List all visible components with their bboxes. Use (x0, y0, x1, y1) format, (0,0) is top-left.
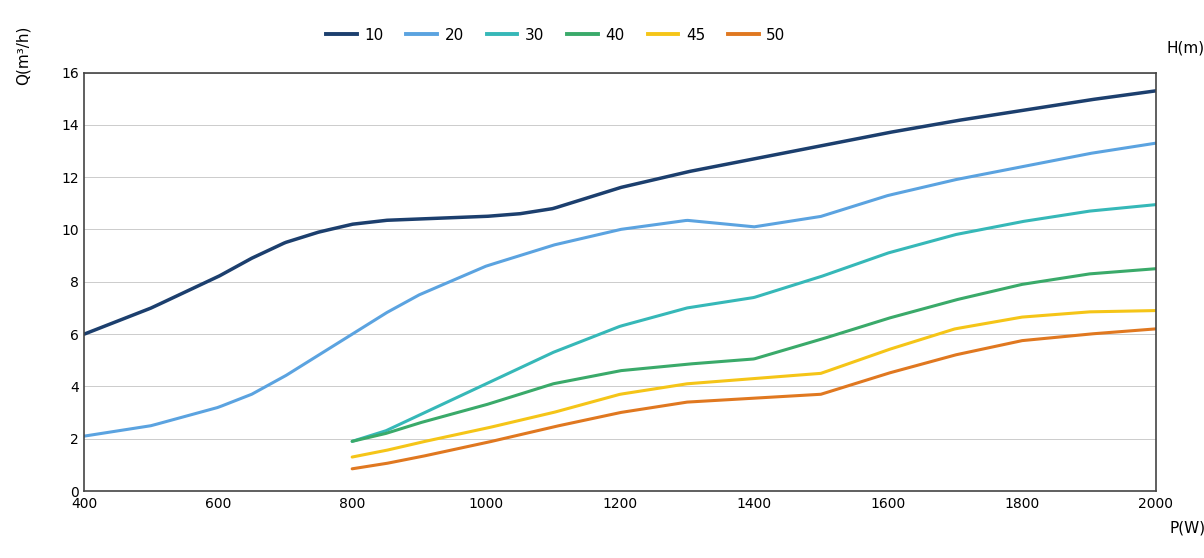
Legend: 10, 20, 30, 40, 45, 50: 10, 20, 30, 40, 45, 50 (320, 22, 791, 49)
Text: H(m): H(m) (1167, 41, 1204, 56)
X-axis label: P(W): P(W) (1170, 520, 1204, 535)
Y-axis label: Q(m³/h): Q(m³/h) (16, 26, 31, 85)
